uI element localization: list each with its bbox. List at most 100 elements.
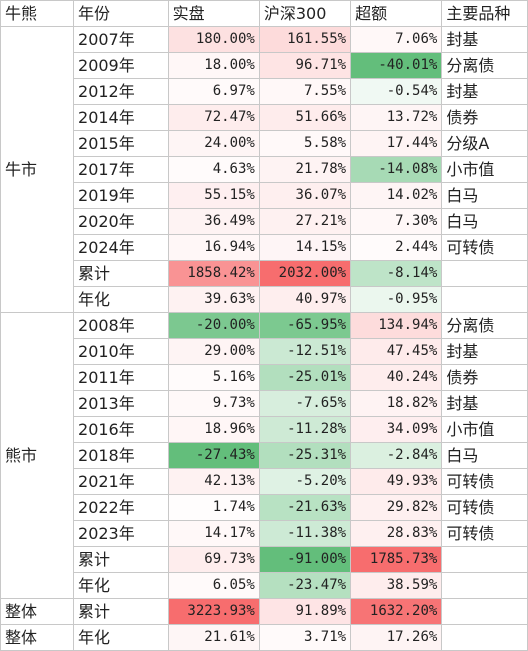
- variety-cell: 可转债: [441, 468, 528, 495]
- csi300-return-cell: -25.01%: [258, 364, 352, 391]
- actual-return-cell: 29.00%: [167, 338, 260, 365]
- table-row: 2024年 16.94% 14.15% 2.44% 可转债: [1, 234, 528, 261]
- bull-market-label: 牛市: [0, 26, 75, 313]
- year-cell: 2013年: [73, 390, 169, 417]
- table-row: 2011年 5.16% -25.01% 40.24% 债券: [1, 364, 528, 391]
- header-row: 牛熊 年份 实盘 沪深300 超额 主要品种: [0, 0, 528, 27]
- csi300-return-cell: 40.97%: [258, 286, 352, 313]
- csi300-return-cell: -12.51%: [258, 338, 352, 365]
- csi300-return-cell: -23.47%: [258, 572, 352, 599]
- excess-return-cell: 34.09%: [350, 416, 443, 443]
- actual-return-cell: 18.00%: [167, 52, 260, 79]
- year-cell: 2022年: [73, 494, 169, 521]
- variety-cell: 封基: [441, 26, 528, 53]
- excess-return-cell: -2.84%: [350, 442, 443, 469]
- csi300-return-cell: 36.07%: [258, 182, 352, 209]
- year-cell: 2024年: [73, 234, 169, 261]
- actual-return-cell: 36.49%: [167, 208, 260, 235]
- table-row: 累计 69.73% -91.00% 1785.73%: [1, 546, 528, 573]
- excess-return-cell: 14.02%: [350, 182, 443, 209]
- actual-return-cell: 5.16%: [167, 364, 260, 391]
- table-row: 2016年 18.96% -11.28% 34.09% 小市值: [1, 416, 528, 443]
- table-row: 2017年 4.63% 21.78% -14.08% 小市值: [1, 156, 528, 183]
- table-row: 2010年 29.00% -12.51% 47.45% 封基: [1, 338, 528, 365]
- csi300-return-cell: -25.31%: [258, 442, 352, 469]
- excess-return-cell: 2.44%: [350, 234, 443, 261]
- year-cell: 年化: [73, 286, 169, 313]
- year-cell: 2010年: [73, 338, 169, 365]
- csi300-return-cell: 91.89%: [258, 598, 352, 625]
- excess-return-cell: 17.26%: [350, 624, 443, 651]
- year-cell: 2007年: [73, 26, 169, 53]
- bear-market-label: 熊市: [0, 312, 75, 599]
- year-cell: 2011年: [73, 364, 169, 391]
- actual-return-cell: 39.63%: [167, 286, 260, 313]
- excess-return-cell: 7.30%: [350, 208, 443, 235]
- header-group: 牛熊: [0, 0, 75, 27]
- header-actual: 实盘: [167, 0, 260, 27]
- table-row: 2022年 1.74% -21.63% 29.82% 可转债: [1, 494, 528, 521]
- csi300-return-cell: 14.15%: [258, 234, 352, 261]
- excess-return-cell: -8.14%: [350, 260, 443, 287]
- csi300-return-cell: -7.65%: [258, 390, 352, 417]
- actual-return-cell: 55.15%: [167, 182, 260, 209]
- variety-cell: 可转债: [441, 494, 528, 521]
- excess-return-cell: 7.06%: [350, 26, 443, 53]
- table-row: 年化 39.63% 40.97% -0.95%: [1, 286, 528, 313]
- table-row: 牛市 2007年 180.00% 161.55% 7.06% 封基: [0, 26, 528, 313]
- variety-cell: 债券: [441, 364, 528, 391]
- variety-cell: 分离债: [441, 312, 528, 339]
- actual-return-cell: 6.97%: [167, 78, 260, 105]
- header-excess: 超额: [350, 0, 443, 27]
- csi300-return-cell: 96.71%: [258, 52, 352, 79]
- variety-cell: 封基: [441, 78, 528, 105]
- excess-return-cell: 13.72%: [350, 104, 443, 131]
- excess-return-cell: 17.44%: [350, 130, 443, 157]
- excess-return-cell: 49.93%: [350, 468, 443, 495]
- year-cell: 2016年: [73, 416, 169, 443]
- variety-cell: [441, 546, 528, 573]
- csi300-return-cell: -5.20%: [258, 468, 352, 495]
- actual-return-cell: 42.13%: [167, 468, 260, 495]
- excess-return-cell: 134.94%: [350, 312, 443, 339]
- csi300-return-cell: -11.38%: [258, 520, 352, 547]
- year-cell: 2012年: [73, 78, 169, 105]
- csi300-return-cell: 21.78%: [258, 156, 352, 183]
- year-cell: 累计: [73, 598, 169, 625]
- actual-return-cell: 69.73%: [167, 546, 260, 573]
- year-cell: 2008年: [73, 312, 169, 339]
- table-row: 2023年 14.17% -11.38% 28.83% 可转债: [1, 520, 528, 547]
- overall-label: 整体: [0, 598, 75, 625]
- variety-cell: [441, 572, 528, 599]
- variety-cell: 分级A: [441, 130, 528, 157]
- table-row: 2012年 6.97% 7.55% -0.54% 封基: [1, 78, 528, 105]
- variety-cell: [441, 624, 528, 651]
- excess-return-cell: -0.54%: [350, 78, 443, 105]
- variety-cell: 封基: [441, 338, 528, 365]
- csi300-return-cell: 2032.00%: [258, 260, 352, 287]
- csi300-return-cell: 7.55%: [258, 78, 352, 105]
- year-cell: 2015年: [73, 130, 169, 157]
- actual-return-cell: -20.00%: [167, 312, 260, 339]
- year-cell: 累计: [73, 260, 169, 287]
- table-row: 2018年 -27.43% -25.31% -2.84% 白马: [1, 442, 528, 469]
- table-row: 2021年 42.13% -5.20% 49.93% 可转债: [1, 468, 528, 495]
- actual-return-cell: 3223.93%: [167, 598, 260, 625]
- variety-cell: 可转债: [441, 234, 528, 261]
- actual-return-cell: 4.63%: [167, 156, 260, 183]
- header-csi300: 沪深300: [258, 0, 352, 27]
- excess-return-cell: 18.82%: [350, 390, 443, 417]
- variety-cell: 小市值: [441, 156, 528, 183]
- table-row: 年化 6.05% -23.47% 38.59%: [1, 572, 528, 599]
- excess-return-cell: 38.59%: [350, 572, 443, 599]
- variety-cell: [441, 286, 528, 313]
- header-year: 年份: [73, 0, 169, 27]
- year-cell: 2018年: [73, 442, 169, 469]
- table-row: 2015年 24.00% 5.58% 17.44% 分级A: [1, 130, 528, 157]
- csi300-return-cell: 51.66%: [258, 104, 352, 131]
- table-row: 整体 年化 21.61% 3.71% 17.26%: [0, 624, 528, 651]
- csi300-return-cell: 5.58%: [258, 130, 352, 157]
- year-cell: 2021年: [73, 468, 169, 495]
- excess-return-cell: 1632.20%: [350, 598, 443, 625]
